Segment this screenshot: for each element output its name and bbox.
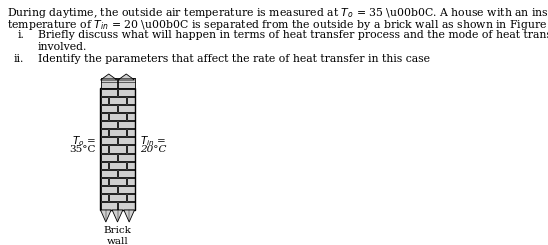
- Text: 20°C: 20°C: [140, 145, 167, 154]
- Bar: [100, 97, 109, 104]
- Bar: [100, 162, 109, 169]
- Bar: [100, 137, 117, 145]
- Bar: [100, 178, 109, 185]
- Bar: [118, 170, 134, 177]
- Text: involved.: involved.: [38, 42, 87, 52]
- Bar: [109, 97, 125, 104]
- Polygon shape: [118, 74, 134, 80]
- Text: During daytime, the outside air temperature is measured at $T_o$ = 35 \u00b0C. A: During daytime, the outside air temperat…: [7, 6, 548, 20]
- Bar: [127, 113, 134, 120]
- Bar: [109, 146, 125, 153]
- Polygon shape: [100, 74, 117, 80]
- Text: temperature of $T_{in}$ = 20 \u00b0C is separated from the outside by a brick wa: temperature of $T_{in}$ = 20 \u00b0C is …: [7, 18, 548, 32]
- Bar: [118, 121, 134, 128]
- Bar: [100, 105, 117, 112]
- Bar: [100, 113, 109, 120]
- Bar: [118, 105, 134, 112]
- Bar: [118, 137, 134, 145]
- Bar: [109, 162, 125, 169]
- Bar: [109, 113, 125, 120]
- Text: 35°C: 35°C: [70, 145, 96, 154]
- Bar: [100, 154, 117, 161]
- Bar: [100, 88, 135, 210]
- Bar: [127, 129, 134, 136]
- Bar: [127, 194, 134, 201]
- Bar: [100, 88, 117, 96]
- Bar: [109, 194, 125, 201]
- Bar: [118, 154, 134, 161]
- Polygon shape: [100, 210, 111, 222]
- Text: $T_{in}$ =: $T_{in}$ =: [140, 134, 166, 148]
- Polygon shape: [112, 210, 123, 222]
- Bar: [118, 186, 134, 193]
- Bar: [100, 186, 117, 193]
- Text: $T_o$ =: $T_o$ =: [72, 134, 96, 148]
- Bar: [109, 178, 125, 185]
- Bar: [100, 202, 117, 209]
- Bar: [127, 146, 134, 153]
- Text: Brick
wall: Brick wall: [104, 226, 132, 245]
- Text: ii.: ii.: [14, 54, 24, 64]
- Polygon shape: [124, 210, 134, 222]
- Bar: [100, 121, 117, 128]
- Bar: [100, 170, 117, 177]
- Bar: [100, 78, 117, 88]
- Bar: [118, 78, 134, 88]
- Text: i.: i.: [18, 30, 25, 40]
- Bar: [127, 178, 134, 185]
- Bar: [127, 97, 134, 104]
- Bar: [118, 88, 134, 96]
- Bar: [100, 194, 109, 201]
- Bar: [109, 129, 125, 136]
- Text: Briefly discuss what will happen in terms of heat transfer process and the mode : Briefly discuss what will happen in term…: [38, 30, 548, 40]
- Bar: [100, 146, 109, 153]
- Bar: [127, 162, 134, 169]
- Bar: [100, 129, 109, 136]
- Bar: [118, 202, 134, 209]
- Text: Identify the parameters that affect the rate of heat transfer in this case: Identify the parameters that affect the …: [38, 54, 430, 64]
